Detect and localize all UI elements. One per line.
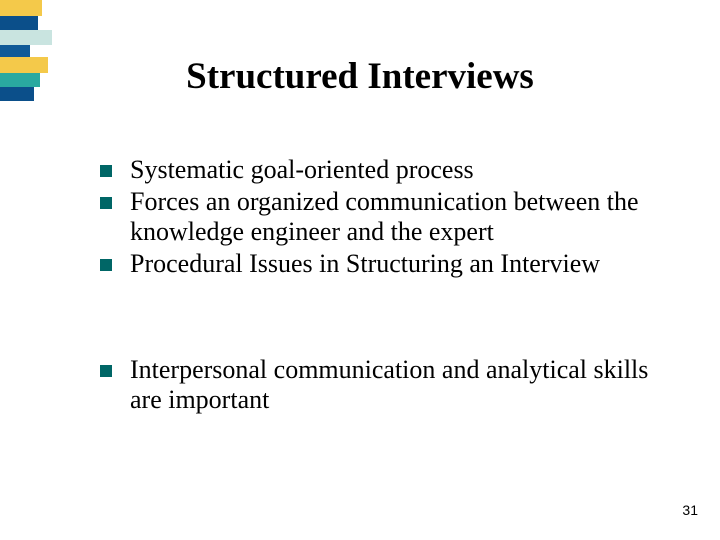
square-bullet-icon: [100, 259, 112, 271]
list-item: Forces an organized communication betwee…: [100, 187, 660, 247]
square-bullet-icon: [100, 365, 112, 377]
list-item-text: Systematic goal-oriented process: [130, 155, 474, 185]
list-item-text: Forces an organized communication betwee…: [130, 187, 660, 247]
bullet-list-1: Systematic goal-oriented process Forces …: [100, 155, 660, 281]
deco-stripe: [0, 16, 38, 30]
list-item: Systematic goal-oriented process: [100, 155, 660, 185]
square-bullet-icon: [100, 165, 112, 177]
deco-stripe: [0, 0, 42, 16]
list-item-text: Interpersonal communication and analytic…: [130, 355, 660, 415]
bullet-list-2: Interpersonal communication and analytic…: [100, 355, 660, 417]
list-item-text: Procedural Issues in Structuring an Inte…: [130, 249, 600, 279]
slide-title: Structured Interviews: [0, 55, 720, 98]
page-number: 31: [682, 502, 698, 518]
slide: Structured Interviews Systematic goal-or…: [0, 0, 720, 540]
deco-stripe: [0, 30, 52, 45]
list-item: Interpersonal communication and analytic…: [100, 355, 660, 415]
square-bullet-icon: [100, 197, 112, 209]
list-item: Procedural Issues in Structuring an Inte…: [100, 249, 660, 279]
